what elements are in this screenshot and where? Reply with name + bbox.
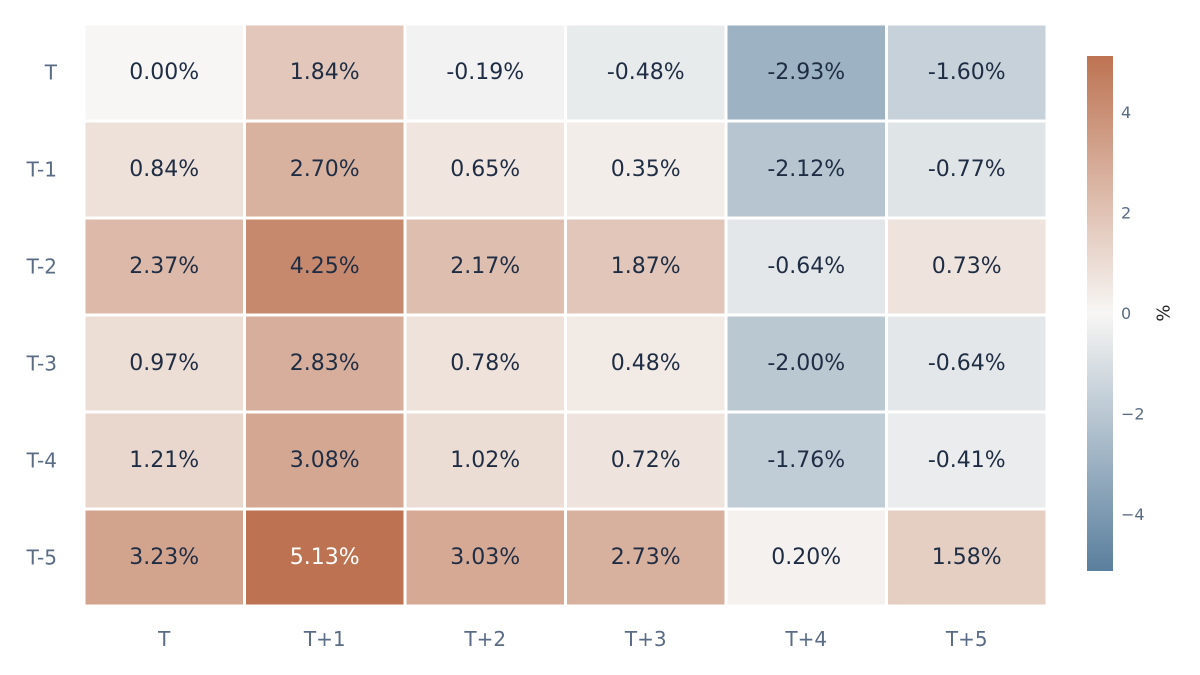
heatmap-cells — [85, 25, 1046, 605]
heatmap-cell-label: 0.84% — [129, 157, 199, 182]
heatmap-cell-label: 2.73% — [611, 545, 681, 570]
heatmap-cell — [888, 316, 1046, 411]
heatmap-cell-label: 5.13% — [290, 545, 360, 570]
y-tick-label: T-5 — [26, 546, 57, 570]
heatmap-cell — [406, 413, 564, 508]
heatmap-cell-label: 2.37% — [129, 254, 199, 279]
heatmap-cell — [888, 413, 1046, 508]
colorbar-tick-label: −2 — [1121, 404, 1145, 423]
heatmap-cell-label: 0.35% — [611, 157, 681, 182]
heatmap-cell-label: 1.02% — [450, 448, 520, 473]
heatmap-cell-label: 0.78% — [450, 351, 520, 376]
y-axis-tick-labels: T T-1 T-2 T-3 T-4 T-5 — [26, 61, 58, 570]
colorbar-tick-label: 2 — [1121, 204, 1131, 223]
x-tick-label: T+4 — [784, 627, 827, 651]
heatmap-cell-label: 3.03% — [450, 545, 520, 570]
heatmap-cell-label: 2.17% — [450, 254, 520, 279]
heatmap-cell — [246, 510, 404, 605]
heatmap-cell-label: -0.77% — [928, 157, 1006, 182]
colorbar: 4 2 0 −2 −4 % — [1087, 56, 1175, 571]
x-axis-tick-labels: T T+1 T+2 T+3 T+4 T+5 — [157, 627, 987, 651]
heatmap-cell-label: 1.58% — [932, 545, 1002, 570]
heatmap-cell — [888, 510, 1046, 605]
heatmap-cell-label: 0.20% — [771, 545, 841, 570]
heatmap-cell-label: 3.08% — [290, 448, 360, 473]
heatmap-cell — [888, 219, 1046, 314]
y-tick-label: T-1 — [26, 158, 57, 182]
x-tick-label: T+5 — [945, 627, 988, 651]
heatmap-cell — [246, 25, 404, 120]
heatmap-cell — [85, 219, 243, 314]
heatmap-cell-label: 3.23% — [129, 545, 199, 570]
colorbar-gradient — [1087, 56, 1113, 571]
heatmap-cell — [567, 25, 725, 120]
heatmap-cell — [406, 316, 564, 411]
colorbar-title: % — [1154, 304, 1175, 321]
heatmap-cell — [246, 316, 404, 411]
heatmap-cell — [727, 316, 885, 411]
heatmap-cell — [85, 316, 243, 411]
y-tick-label: T-3 — [26, 352, 57, 376]
heatmap-cell-label: -0.64% — [928, 351, 1006, 376]
heatmap-cell-label: 0.48% — [611, 351, 681, 376]
heatmap-cell-label: -2.12% — [767, 157, 845, 182]
heatmap-cell-label: 1.87% — [611, 254, 681, 279]
heatmap-cell-label: -0.19% — [446, 60, 524, 85]
x-tick-label: T+3 — [624, 627, 667, 651]
heatmap-cell — [85, 413, 243, 508]
heatmap-cell — [567, 413, 725, 508]
heatmap-cell — [406, 219, 564, 314]
x-tick-label: T+2 — [463, 627, 506, 651]
heatmap-cell-label: 1.21% — [129, 448, 199, 473]
heatmap-cell-label: -2.93% — [767, 60, 845, 85]
heatmap-cell — [727, 25, 885, 120]
heatmap-cell — [888, 25, 1046, 120]
heatmap-cell — [406, 25, 564, 120]
heatmap-cell-label: 0.72% — [611, 448, 681, 473]
heatmap-cell — [246, 122, 404, 217]
heatmap-cell-label: -0.48% — [607, 60, 685, 85]
heatmap-cell-label: -0.41% — [928, 448, 1006, 473]
colorbar-tick-label: 4 — [1121, 103, 1131, 122]
heatmap-cell — [567, 219, 725, 314]
heatmap-cell-label: 2.83% — [290, 351, 360, 376]
heatmap-cell — [727, 413, 885, 508]
y-tick-label: T-4 — [26, 449, 57, 473]
x-tick-label: T — [157, 627, 171, 651]
heatmap-cell — [85, 25, 243, 120]
heatmap-cell — [727, 510, 885, 605]
heatmap-cell — [85, 510, 243, 605]
colorbar-tick-label: −4 — [1121, 505, 1145, 524]
heatmap-cell-label: 0.73% — [932, 254, 1002, 279]
heatmap-cell-label: -1.60% — [928, 60, 1006, 85]
y-tick-label: T — [44, 61, 58, 85]
heatmap-cell — [246, 413, 404, 508]
heatmap-cell-label: 0.00% — [129, 60, 199, 85]
y-tick-label: T-2 — [26, 255, 57, 279]
heatmap-cell-label: -2.00% — [767, 351, 845, 376]
heatmap-cell-labels: 0.00% 1.84% -0.19% -0.48% -2.93% -1.60% 0.84% 2… — [129, 60, 1005, 570]
heatmap-cell-label: -0.64% — [767, 254, 845, 279]
colorbar-ticks: 4 2 0 −2 −4 — [1121, 103, 1145, 524]
colorbar-tick-label: 0 — [1121, 304, 1131, 323]
heatmap-cell-label: 0.65% — [450, 157, 520, 182]
heatmap-cell — [567, 122, 725, 217]
heatmap-cell — [406, 122, 564, 217]
heatmap-cell — [567, 510, 725, 605]
x-tick-label: T+1 — [303, 627, 346, 651]
heatmap-cell-label: 4.25% — [290, 254, 360, 279]
heatmap-cell — [888, 122, 1046, 217]
heatmap-cell — [727, 122, 885, 217]
heatmap-cell-label: 2.70% — [290, 157, 360, 182]
heatmap-cell — [727, 219, 885, 314]
heatmap-cell — [85, 122, 243, 217]
heatmap-cell — [406, 510, 564, 605]
heatmap-cell — [246, 219, 404, 314]
heatmap-cell-label: -1.76% — [767, 448, 845, 473]
heatmap-cell — [567, 316, 725, 411]
heatmap-cell-label: 0.97% — [129, 351, 199, 376]
heatmap-cell-label: 1.84% — [290, 60, 360, 85]
